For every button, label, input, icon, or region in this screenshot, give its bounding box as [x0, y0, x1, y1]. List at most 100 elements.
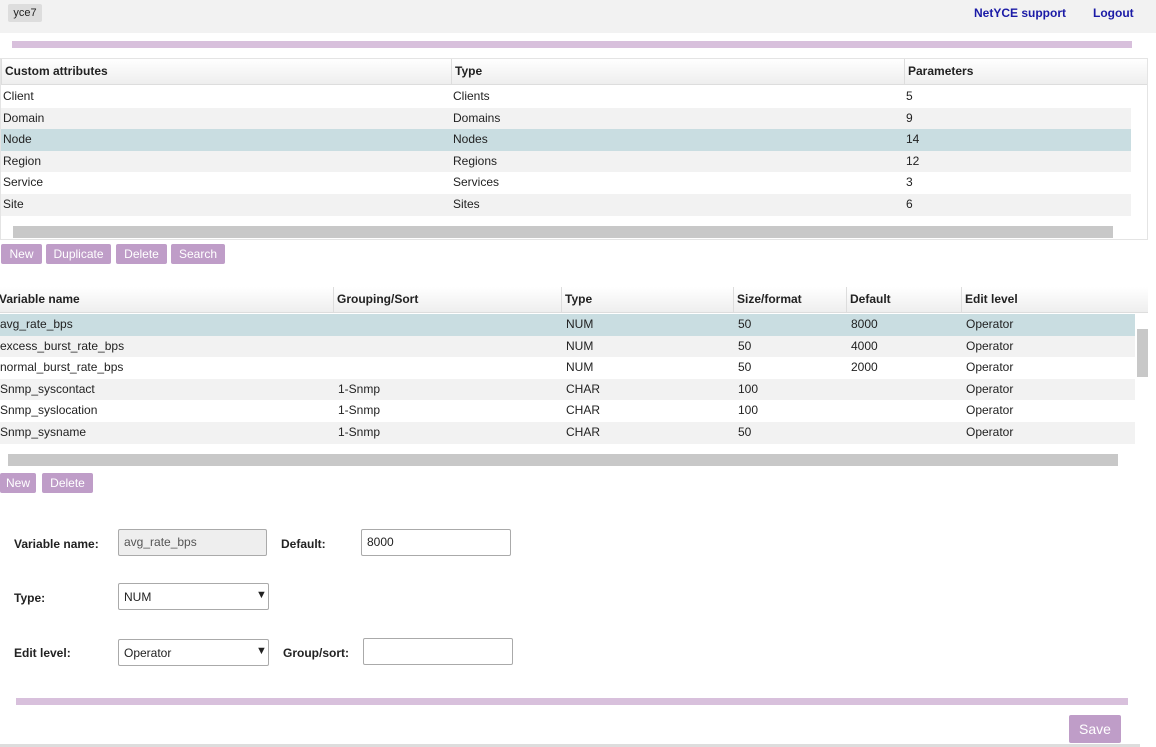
table-cell: 9 — [906, 110, 913, 125]
button[interactable]: New — [1, 244, 42, 264]
table-row[interactable]: Domain Domains 9 — [1, 107, 1131, 130]
table-cell: Domains — [453, 110, 501, 125]
save-button[interactable]: Save — [1069, 715, 1121, 743]
v-scrollbar[interactable] — [1131, 85, 1147, 225]
table-cell: NUM — [566, 317, 594, 331]
type-select[interactable]: NUM — [118, 583, 269, 610]
bottom-border — [0, 744, 1140, 747]
table-row[interactable]: Snmp_syscontact 1-Snmp CHAR 100 Operator — [0, 378, 1135, 401]
table-cell: 1-Snmp — [338, 425, 381, 439]
table-cell: Operator — [966, 381, 1014, 396]
v-scrollbar[interactable] — [1137, 329, 1148, 377]
table-cell: Clients — [453, 89, 490, 103]
button[interactable]: New — [0, 473, 36, 493]
table-cell: 8000 — [851, 317, 878, 331]
table-row[interactable]: Node Nodes 14 — [1, 129, 1131, 151]
table-row[interactable]: Region Regions 12 — [1, 150, 1131, 173]
table-row[interactable]: Service Services 3 — [1, 172, 1131, 194]
button[interactable]: Delete — [116, 244, 167, 264]
divider — [16, 698, 1128, 705]
label: Group/sort: — [283, 646, 349, 660]
table-cell: Snmp_sysname — [0, 425, 87, 439]
column-header: Variable name — [0, 287, 333, 312]
table-row[interactable]: Snmp_syslocation 1-Snmp CHAR 100 Operator — [0, 400, 1135, 422]
table-cell: avg_rate_bps — [0, 317, 73, 331]
group-sort-input[interactable] — [363, 638, 513, 665]
table-cell: 6 — [906, 197, 913, 211]
table-cell: Node — [3, 132, 32, 147]
label: Default: — [281, 537, 326, 551]
table-cell: Sites — [453, 197, 480, 211]
table-cell: Operator — [966, 403, 1014, 418]
button[interactable]: Duplicate — [46, 244, 111, 264]
table-cell: Operator — [966, 338, 1014, 353]
button[interactable]: Search — [171, 244, 225, 264]
h-scrollbar[interactable] — [8, 454, 1118, 466]
column-header: Parameters — [904, 59, 1131, 84]
table-cell: Nodes — [453, 132, 488, 147]
table-cell: 1-Snmp — [338, 403, 381, 418]
dropdown-arrow: ▼ — [256, 645, 267, 657]
logout-link[interactable]: Logout — [1093, 6, 1134, 20]
h-scrollbar[interactable] — [13, 226, 1113, 238]
attributes-table: Custom attributes Type Parameters Client Cli… — [0, 58, 1148, 240]
label: Edit level: — [14, 646, 71, 660]
table-row[interactable]: excess_burst_rate_bps NUM 50 4000 Operator — [0, 335, 1135, 358]
table-header — [0, 287, 1148, 313]
table-row[interactable]: normal_burst_rate_bps NUM 50 2000 Operator — [0, 357, 1135, 379]
table-cell: Client — [3, 89, 34, 103]
button[interactable]: Delete — [42, 473, 93, 493]
table-cell: 50 — [738, 425, 752, 439]
column-header: Type — [451, 59, 904, 84]
table-cell: 50 — [738, 360, 752, 375]
variable-name-input[interactable]: avg_rate_bps — [118, 529, 267, 556]
table-cell: 50 — [738, 338, 752, 353]
table-row[interactable]: Client Clients 5 — [1, 86, 1131, 108]
support-link[interactable]: NetYCE support — [974, 6, 1067, 20]
table-row[interactable]: avg_rate_bps NUM 50 8000 Operator — [0, 314, 1135, 336]
table-cell: Services — [453, 175, 500, 190]
table-cell: 100 — [738, 403, 759, 418]
label: Type: — [14, 591, 46, 605]
table-cell: Operator — [966, 317, 1014, 331]
variables-table: Variable name Grouping/Sort Type Size/forma… — [0, 287, 1148, 467]
top-bar — [0, 0, 1156, 33]
table-cell: Site — [3, 197, 24, 211]
column-header: Default — [846, 287, 961, 312]
table-cell: 1-Snmp — [338, 381, 381, 396]
column-header: Grouping/Sort — [333, 287, 561, 312]
table-cell: 4000 — [851, 338, 878, 353]
column-header: Custom attributes — [1, 59, 451, 84]
edit-level-select[interactable]: Operator — [118, 639, 269, 666]
table-cell: 50 — [738, 317, 752, 331]
table-cell: Operator — [966, 360, 1014, 375]
column-header: Type — [561, 287, 733, 312]
table-cell: Region — [3, 153, 42, 168]
table-cell: 3 — [906, 175, 913, 190]
table-row[interactable]: Snmp_sysname 1-Snmp CHAR 50 Operator — [0, 422, 1135, 444]
table-cell: Domain — [3, 110, 45, 125]
table-cell: NUM — [566, 338, 594, 353]
divider — [12, 41, 1132, 48]
table-cell: CHAR — [566, 381, 601, 396]
table-cell: Regions — [453, 153, 498, 168]
table-cell: NUM — [566, 360, 594, 375]
column-header: Size/format — [733, 287, 846, 312]
table-header — [1, 59, 1147, 85]
dropdown-arrow: ▼ — [256, 589, 267, 601]
label: Variable name: — [14, 537, 99, 551]
table-cell: CHAR — [566, 425, 601, 439]
table-cell: Operator — [966, 425, 1014, 439]
column-header: Edit level — [961, 287, 1135, 312]
table-row[interactable]: Site Sites 6 — [1, 194, 1131, 216]
table-cell: Snmp_syscontact — [0, 381, 95, 396]
table-cell: 12 — [906, 153, 920, 168]
table-cell: excess_burst_rate_bps — [0, 338, 125, 353]
badge: yce7 — [8, 4, 42, 22]
table-cell: normal_burst_rate_bps — [0, 360, 124, 375]
table-cell: 5 — [906, 89, 913, 103]
default-input[interactable]: 8000 — [361, 529, 511, 556]
table-cell: 2000 — [851, 360, 878, 375]
table-cell: Snmp_syslocation — [0, 403, 98, 418]
